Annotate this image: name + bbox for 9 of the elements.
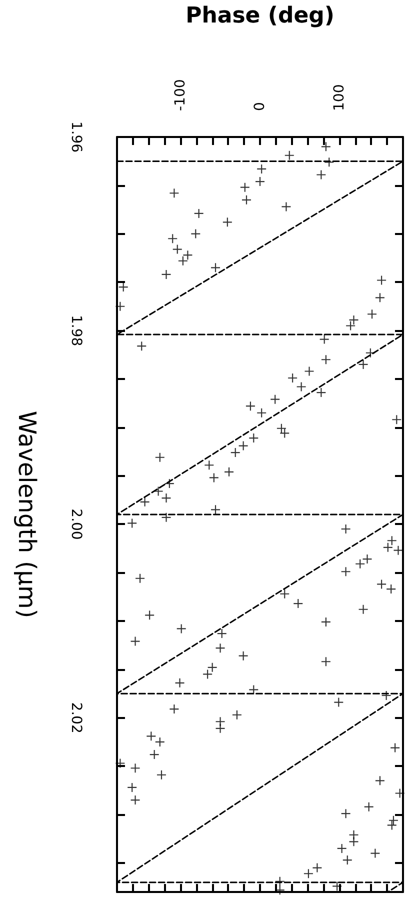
x-tick-label: -100 — [172, 79, 189, 111]
y-tick-label: 2.00 — [68, 508, 84, 540]
y-axis-title: Wavelength (μm) — [13, 410, 41, 618]
y-tick-label: 1.98 — [68, 315, 84, 346]
x-tick-label: 100 — [331, 84, 348, 111]
y-tick-label: 1.96 — [68, 121, 84, 153]
y-tick-label: 2.02 — [68, 702, 84, 734]
x-axis-title: Phase (deg) — [186, 4, 334, 28]
x-tick-label: 0 — [252, 102, 268, 111]
